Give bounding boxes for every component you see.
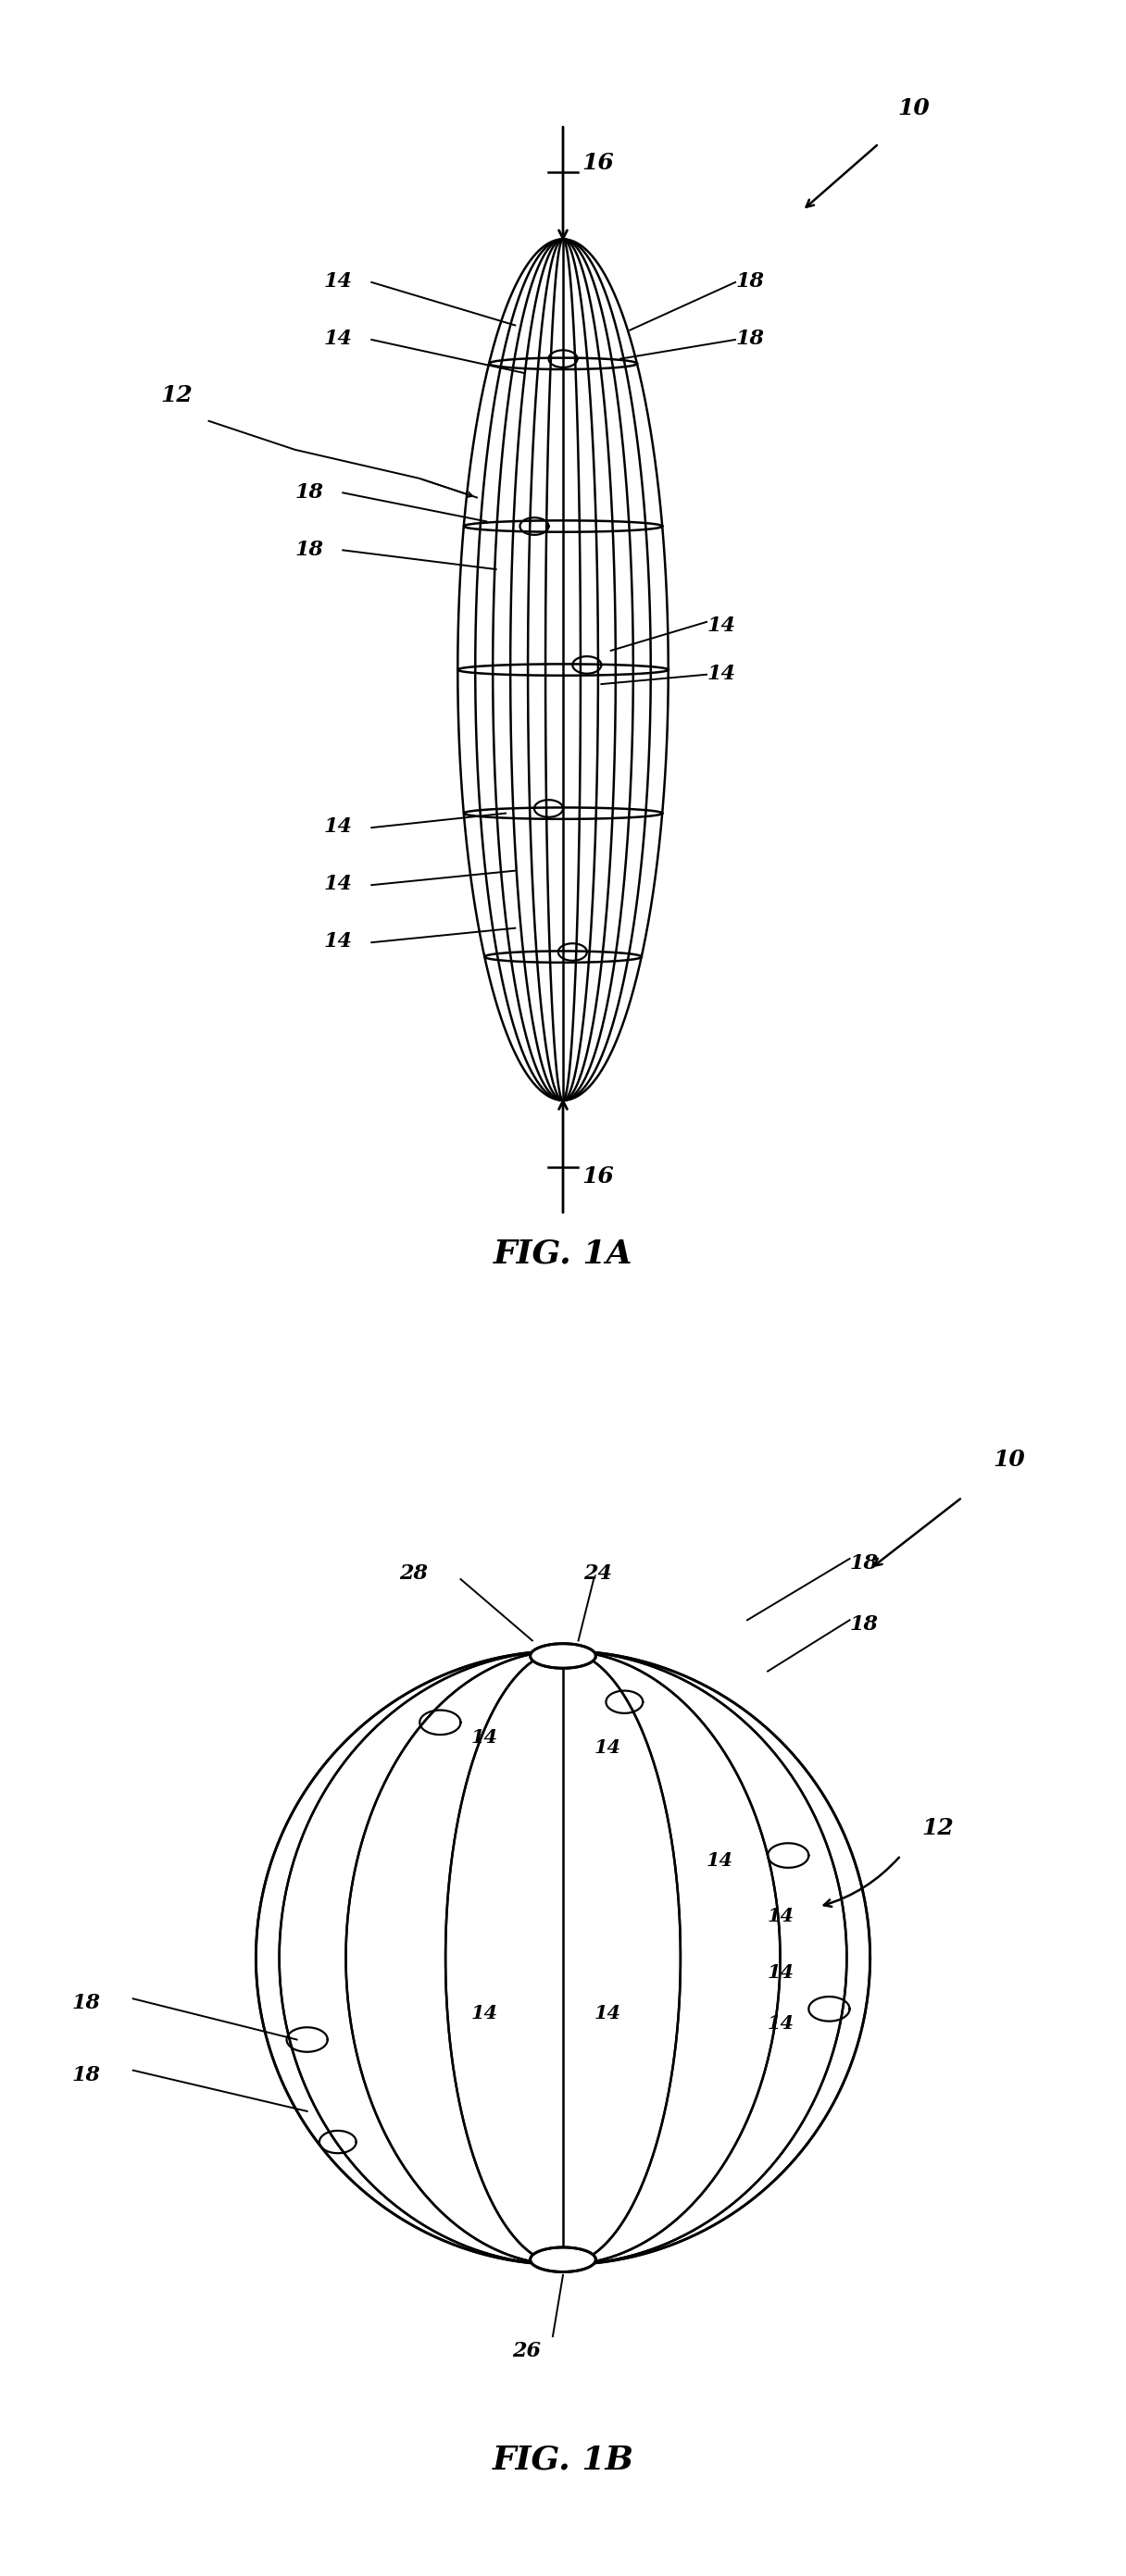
Text: 10: 10	[899, 98, 930, 118]
Text: 14: 14	[471, 2004, 498, 2022]
Text: 14: 14	[323, 933, 352, 953]
Text: 14: 14	[707, 616, 735, 636]
Text: 18: 18	[735, 270, 765, 291]
Polygon shape	[530, 2246, 596, 2272]
Text: 16: 16	[582, 152, 615, 173]
Text: 14: 14	[323, 817, 352, 837]
Text: 14: 14	[471, 1728, 498, 1747]
Text: 12: 12	[161, 384, 194, 407]
Text: 12: 12	[921, 1819, 954, 1839]
Text: 24: 24	[583, 1564, 613, 1584]
Text: 14: 14	[323, 330, 352, 350]
Polygon shape	[530, 1643, 596, 1669]
Text: 18: 18	[295, 538, 323, 559]
Text: FIG. 1B: FIG. 1B	[492, 2445, 634, 2476]
Text: 14: 14	[707, 665, 735, 685]
Text: 18: 18	[850, 1553, 878, 1574]
Text: 14: 14	[768, 1963, 795, 1981]
Text: 10: 10	[993, 1450, 1025, 1471]
Text: 18: 18	[295, 482, 323, 502]
Text: 14: 14	[768, 1906, 795, 1927]
Text: 18: 18	[72, 1994, 100, 2014]
Text: 14: 14	[593, 1739, 620, 1757]
Text: 16: 16	[582, 1167, 615, 1188]
Text: 26: 26	[512, 2342, 540, 2362]
Text: 28: 28	[400, 1564, 428, 1584]
Text: 18: 18	[72, 2066, 100, 2084]
Text: 18: 18	[735, 330, 765, 350]
Text: 18: 18	[850, 1615, 878, 1636]
Text: 14: 14	[593, 2004, 620, 2022]
Text: 14: 14	[706, 1852, 733, 1870]
Text: FIG. 1A: FIG. 1A	[493, 1239, 633, 1270]
Text: 14: 14	[768, 2014, 795, 2032]
Text: 14: 14	[323, 873, 352, 894]
Text: 14: 14	[323, 270, 352, 291]
